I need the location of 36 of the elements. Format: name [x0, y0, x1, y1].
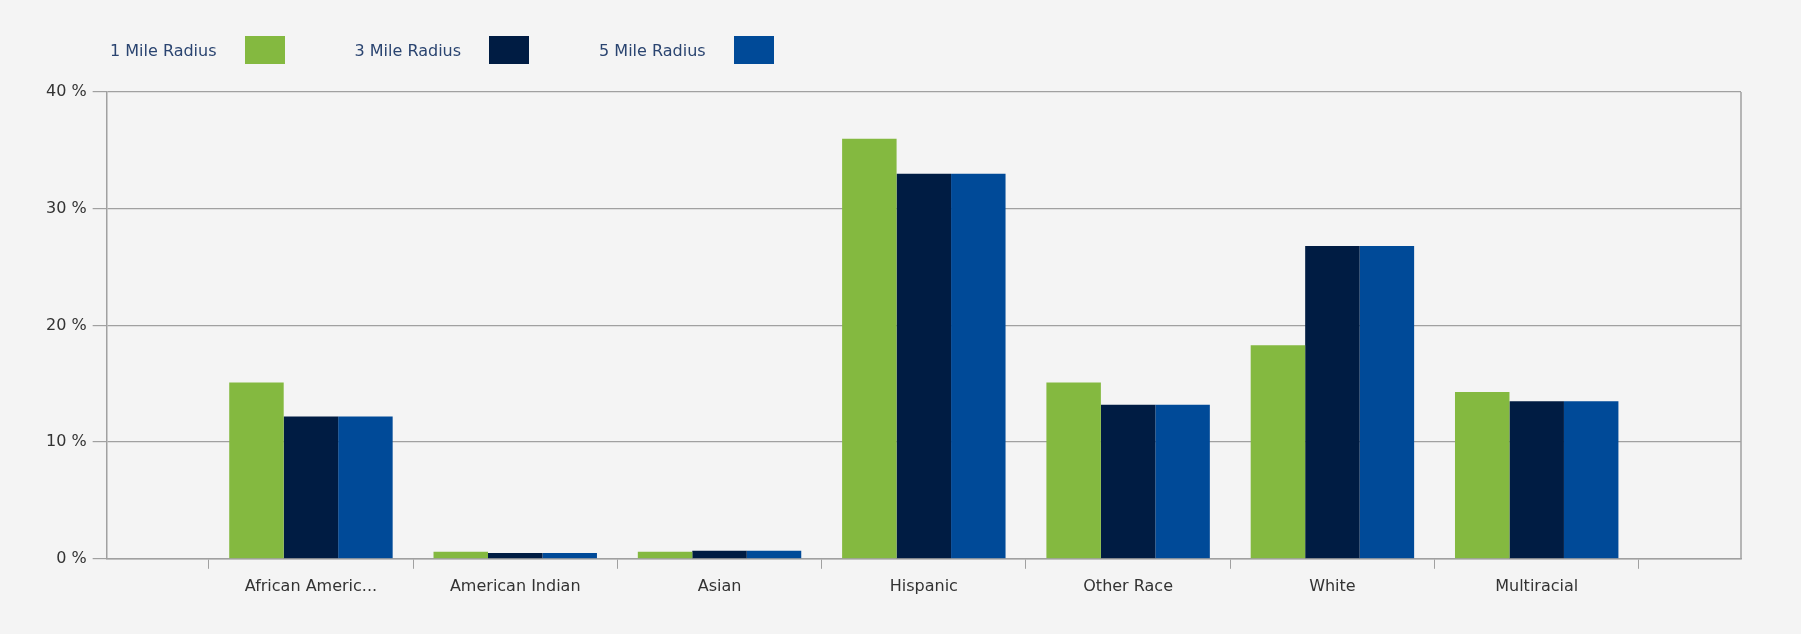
bar	[1305, 246, 1360, 559]
bar	[542, 552, 597, 559]
x-tick-label: Asian	[697, 575, 742, 595]
bar	[692, 550, 747, 559]
bar	[338, 416, 393, 559]
legend-label: 3 Mile Radius	[354, 40, 462, 60]
bar	[433, 551, 488, 559]
bar	[1155, 404, 1210, 559]
bar	[488, 552, 543, 559]
legend-label: 5 Mile Radius	[599, 40, 706, 60]
legend-label: 1 Mile Radius	[110, 40, 217, 60]
bar	[896, 173, 952, 559]
x-tick-label: African Americ...	[244, 575, 378, 595]
bar	[1563, 401, 1619, 559]
y-tick-label: 10 %	[45, 431, 87, 451]
x-tick-label: Hispanic	[889, 575, 958, 595]
bar	[1046, 382, 1101, 559]
bar	[746, 550, 802, 559]
bar	[842, 138, 897, 559]
x-tick-label: White	[1309, 575, 1356, 595]
bar	[1100, 404, 1156, 559]
bar	[951, 173, 1006, 559]
bar	[283, 416, 339, 559]
x-tick-label: Other Race	[1083, 575, 1173, 595]
bar	[229, 382, 284, 559]
bar	[1454, 391, 1510, 559]
x-tick-label: Multiracial	[1495, 575, 1579, 595]
bar	[1359, 246, 1415, 559]
bar	[1509, 401, 1564, 559]
bar	[637, 551, 693, 559]
x-tick-label: American Indian	[449, 575, 581, 595]
y-tick-label: 30 %	[45, 197, 87, 217]
y-tick-label: 0 %	[56, 547, 87, 567]
bar	[1250, 345, 1306, 559]
y-tick-label: 20 %	[45, 314, 87, 334]
y-tick-label: 40 %	[45, 81, 87, 101]
